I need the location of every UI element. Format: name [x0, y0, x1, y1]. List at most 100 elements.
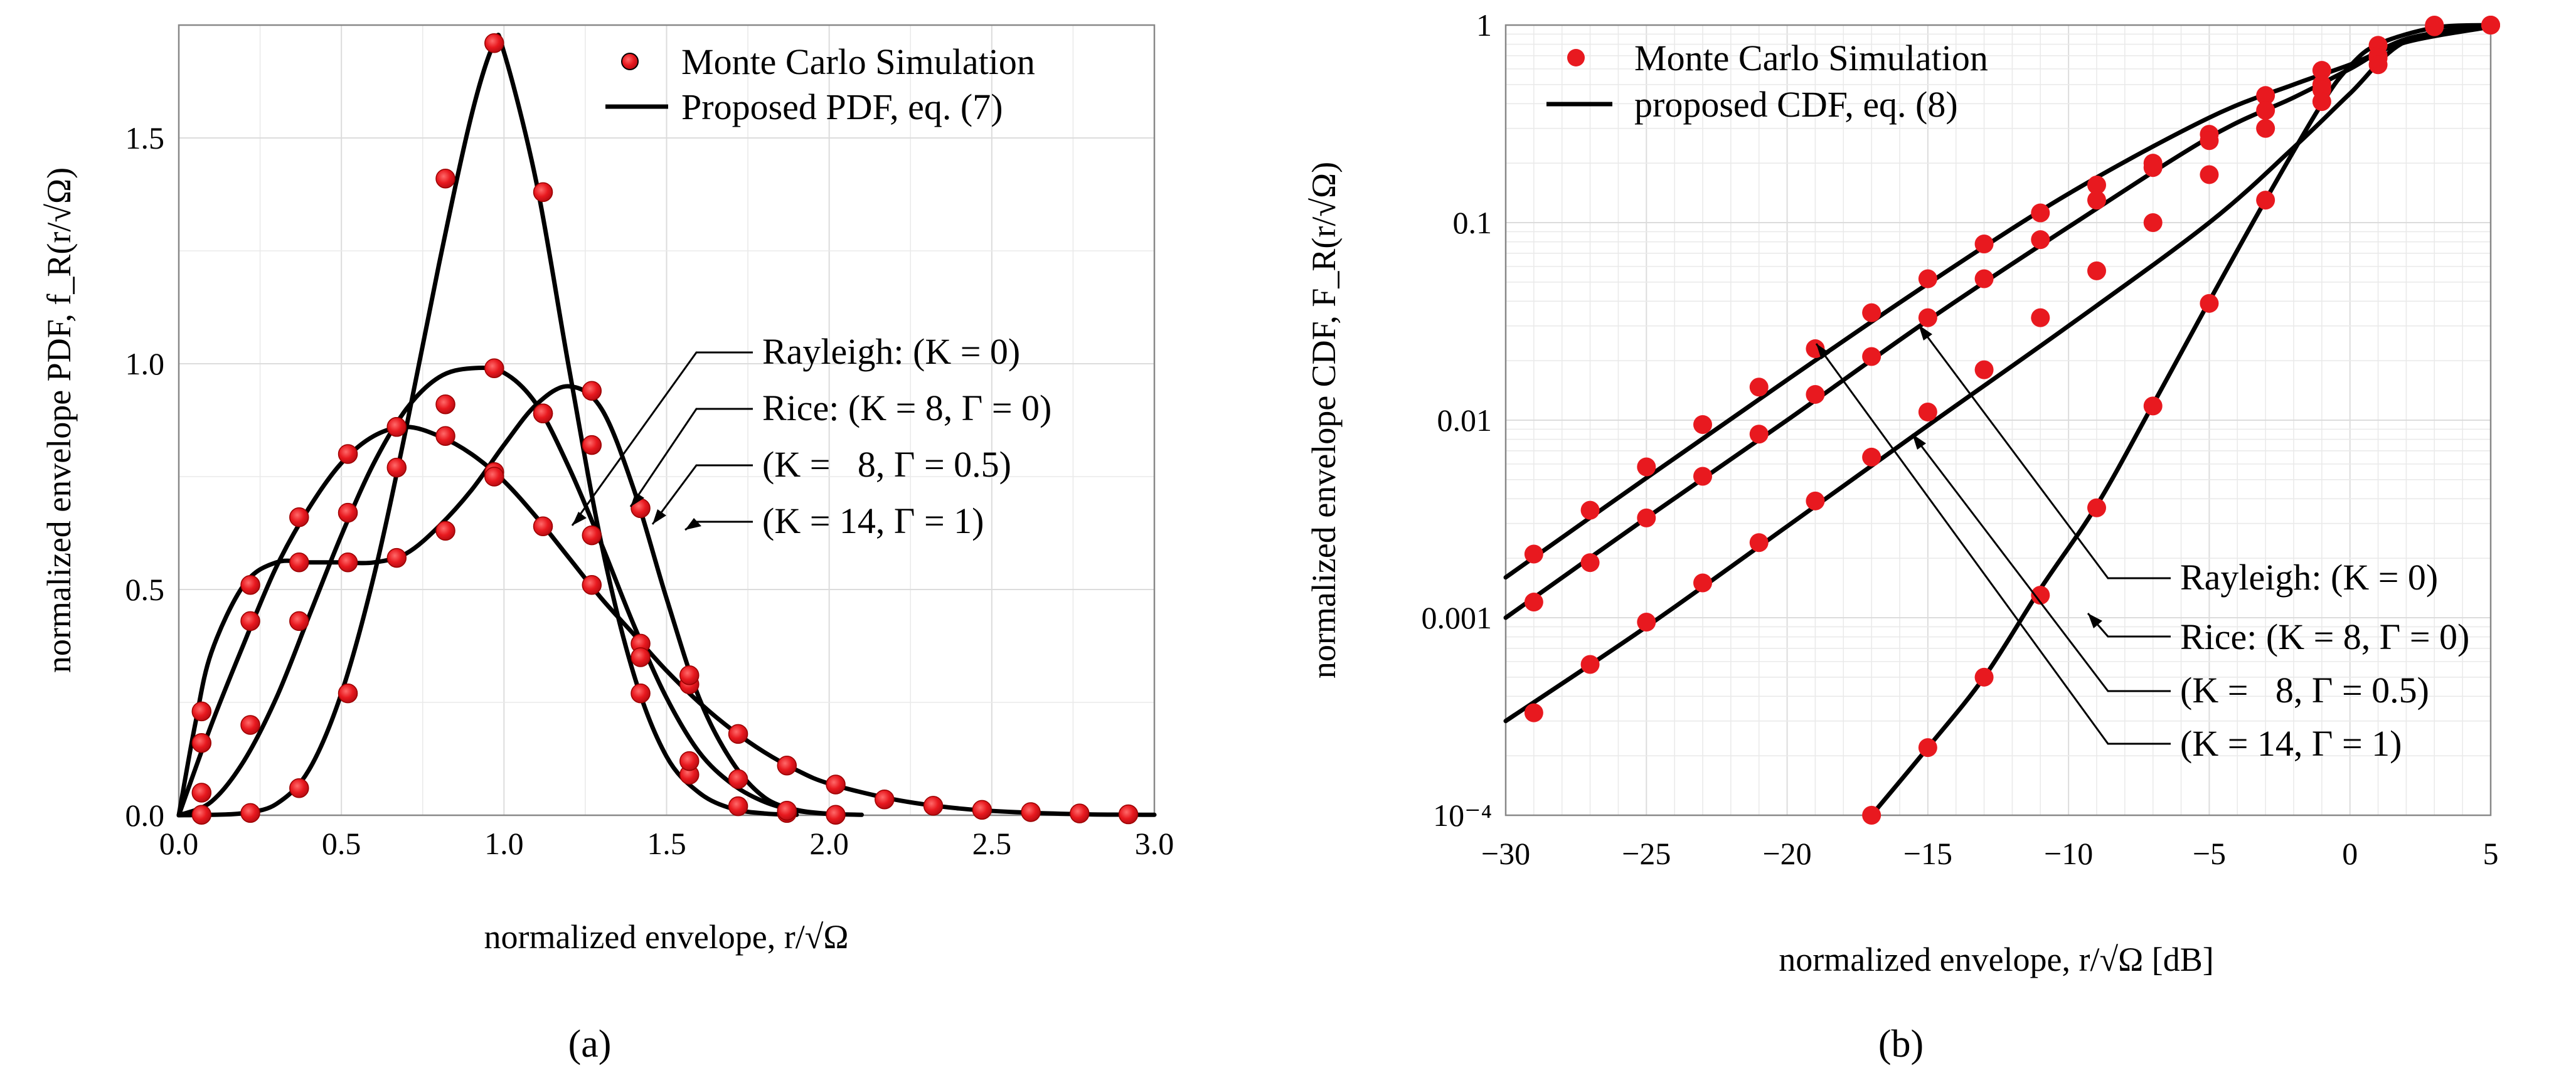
- annotation-rayleigh: Rayleigh: (K = 0): [762, 331, 1020, 372]
- panel-a-mc-point: [240, 715, 260, 735]
- panel-a-mc-point: [777, 801, 797, 821]
- legend-entry-mc: Monte Carlo Simulation: [1634, 38, 1988, 78]
- panel-a-mc-point: [338, 502, 358, 523]
- x-tick-label: −25: [1622, 836, 1671, 871]
- panel-b-mc-point: [1974, 234, 1994, 253]
- panel-b-mc-point: [1862, 806, 1881, 825]
- panel-a-mc-point: [1118, 804, 1139, 825]
- leader-rayleigh: [1917, 324, 2171, 579]
- x-tick-label: −20: [1762, 836, 1811, 871]
- y-tick-label: 1: [1476, 8, 1492, 43]
- panel-a-mc-point: [240, 575, 260, 595]
- panel-b-mc-point: [2200, 293, 2219, 313]
- panel-b-mc-point: [1806, 491, 1825, 510]
- panel-a-mc-point: [338, 444, 358, 464]
- legend-entry-proposed: proposed CDF, eq. (8): [1634, 84, 1958, 125]
- panel-b-annotations: Rayleigh: (K = 0) Rice: (K = 8, Γ = 0) (…: [1815, 324, 2469, 764]
- panel-a-mc-point: [435, 394, 455, 415]
- legend-entry-mc: Monte Carlo Simulation: [681, 41, 1035, 82]
- panel-a-mc-point: [386, 417, 407, 437]
- x-tick-label: −10: [2044, 836, 2093, 871]
- x-tick-label: −30: [1481, 836, 1530, 871]
- panel-b-curve-2: [1503, 23, 2493, 724]
- annotation-rice: Rice: (K = 8, Γ = 0): [2180, 616, 2469, 657]
- panel-b-mc-point: [2031, 203, 2050, 223]
- panel-a-mc-point: [1021, 802, 1041, 822]
- panel-b-x-label: normalized envelope, r/√Ω [dB]: [1779, 941, 2214, 978]
- panel-b-mc-point: [1974, 667, 1994, 687]
- panel-b-mc-point: [1637, 457, 1656, 477]
- panel-b-mc-point: [1974, 269, 1994, 288]
- panel-a-mc-point: [631, 647, 651, 667]
- panel-b-mc-point: [1524, 703, 1543, 722]
- panel-a-y-label: normalized envelope PDF, f_R(r/√Ω): [40, 167, 78, 673]
- x-tick-label: 2.0: [809, 826, 849, 861]
- panel-b-mc-point: [1693, 573, 1712, 593]
- panel-a-mc-point: [435, 521, 455, 541]
- panel-a-mc-point: [484, 358, 504, 378]
- panel-a-mc-point: [533, 516, 553, 536]
- panel-b-y-label: normalized envelope CDF, F_R(r/√Ω): [1305, 162, 1343, 679]
- x-tick-label: 1.5: [647, 826, 686, 861]
- x-tick-label: −15: [1903, 836, 1952, 871]
- panel-b-label: (b): [1878, 1023, 1924, 1065]
- panel-b-mc-point: [1918, 308, 1937, 327]
- panel-a-mc-point: [582, 435, 602, 455]
- annotation-k8-g05: (K = 8, Γ = 0.5): [762, 444, 1011, 485]
- x-tick-label: 0: [2342, 836, 2358, 871]
- y-tick-label: 1.0: [125, 346, 165, 381]
- panel-b-mc-point: [2256, 191, 2275, 210]
- panel-a-x-label: normalized envelope, r/√Ω: [484, 918, 848, 956]
- panel-b-mc-point: [1580, 500, 1600, 520]
- panel-a-mc-point: [191, 783, 212, 803]
- panel-b-mc-point: [2256, 101, 2275, 120]
- annotation-k14-g1: (K = 14, Γ = 1): [2180, 723, 2402, 764]
- panel-a-mc-point: [728, 769, 748, 790]
- panel-b-mc-point: [1693, 415, 1712, 435]
- panel-b-mc-point: [1918, 269, 1937, 288]
- panel-b-mc-point: [2256, 119, 2275, 138]
- panel-a-mc-point: [191, 805, 212, 825]
- panel-b-mc-point: [1749, 533, 1769, 552]
- panel-b-points: [1524, 16, 2500, 825]
- panel-b-mc-point: [2425, 16, 2444, 34]
- leader-k8: [651, 464, 753, 525]
- panel-a-mc-point: [289, 778, 309, 798]
- panel-b-mc-point: [1693, 467, 1712, 486]
- panel-b-mc-point: [1524, 544, 1543, 564]
- x-tick-label: 2.5: [972, 826, 1012, 861]
- panel-b-mc-point: [2087, 191, 2106, 210]
- panel-a-mc-point: [875, 790, 895, 810]
- legend-entry-proposed: Proposed PDF, eq. (7): [681, 87, 1003, 127]
- panel-b-legend: Monte Carlo Simulation proposed CDF, eq.…: [1546, 38, 1988, 125]
- panel-a-mc-point: [777, 756, 797, 776]
- panel-b-mc-point: [1918, 738, 1937, 758]
- panel-a-mc-point: [582, 525, 602, 546]
- panel-a-mc-point: [631, 683, 651, 704]
- panel-b-mc-point: [2256, 86, 2275, 105]
- y-tick-label: 0.5: [125, 572, 165, 607]
- legend-marker-symbol: [621, 53, 639, 70]
- panel-a-mc-point: [533, 182, 553, 203]
- panel-b-mc-point: [2200, 131, 2219, 151]
- leader-rayleigh: [571, 351, 753, 526]
- y-tick-label: 0.001: [1422, 600, 1493, 635]
- x-tick-label: 1.0: [484, 826, 524, 861]
- x-tick-label: 5: [2483, 836, 2499, 871]
- panel-b-mc-point: [1974, 360, 1994, 379]
- panel-b-curves: [1503, 23, 2493, 818]
- panel-a-mc-point: [1070, 803, 1090, 823]
- x-tick-label: 3.0: [1135, 826, 1174, 861]
- panel-a-mc-point: [240, 611, 260, 632]
- panel-a-legend: Monte Carlo Simulation Proposed PDF, eq.…: [605, 41, 1035, 127]
- panel-b-mc-point: [1862, 347, 1881, 366]
- panel-b-mc-point: [1749, 425, 1769, 444]
- panel-a-mc-point: [191, 733, 212, 753]
- panel-a-mc-point: [679, 665, 700, 685]
- panel-a: 0.0 0.5 1.0 1.5 2.0 2.5 3.0 0.0 0.5 1.0 1.5 Monte …: [40, 24, 1174, 1065]
- leader-k14: [1815, 343, 2171, 745]
- panel-b-mc-point: [2481, 16, 2500, 34]
- annotation-rice: Rice: (K = 8, Γ = 0): [762, 388, 1051, 428]
- panel-b-mc-point: [2200, 165, 2219, 184]
